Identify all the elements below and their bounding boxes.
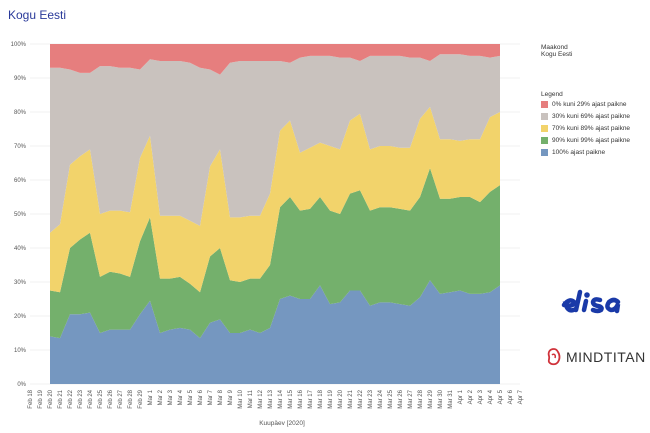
y-tick-label: 90%: [14, 76, 27, 82]
x-tick-label: Mar 23: [368, 389, 374, 408]
x-tick-label: Mar 1: [148, 389, 154, 405]
x-tick-label: Mar 24: [378, 389, 384, 408]
filter-panel[interactable]: Maakond Kogu Eesti: [541, 44, 572, 58]
x-tick-label: Apr 3: [478, 389, 484, 404]
x-tick-label: Mar 5: [188, 389, 194, 405]
y-tick-label: 30%: [14, 280, 27, 286]
x-tick-label: Mar 8: [218, 389, 224, 405]
x-axis-label: Kuupäev [2020]: [259, 420, 305, 427]
filter-header: Maakond: [541, 44, 568, 51]
x-tick-label: Mar 30: [438, 389, 444, 408]
x-tick-label: Apr 5: [498, 389, 504, 404]
legend-item[interactable]: 0% kuni 29% ajast paikne: [541, 98, 630, 110]
x-tick-label: Apr 7: [518, 389, 524, 404]
y-tick-label: 50%: [14, 212, 27, 218]
x-tick-label: Feb 19: [38, 389, 44, 408]
x-tick-label: Mar 10: [238, 389, 244, 408]
legend-swatch: [541, 112, 548, 120]
x-tick-label: Feb 18: [28, 389, 34, 408]
x-tick-label: Mar 11: [248, 389, 254, 408]
x-tick-label: Mar 22: [358, 389, 364, 408]
y-tick-label: 60%: [14, 178, 27, 184]
x-tick-label: Feb 28: [128, 389, 134, 408]
x-tick-label: Mar 25: [388, 389, 394, 408]
legend-swatch: [541, 148, 548, 156]
y-tick-label: 20%: [14, 314, 27, 320]
mindtitan-wordmark: MINDTITAN: [566, 349, 646, 365]
x-tick-label: Apr 4: [488, 389, 494, 404]
x-axis-ticks: Feb 18 Feb 19 Feb 20 Feb 21 Feb 22 Feb 23 Feb …: [28, 389, 524, 408]
x-tick-label: Mar 16: [298, 389, 304, 408]
legend-swatch: [541, 124, 548, 132]
x-tick-label: Feb 24: [88, 389, 94, 408]
page-title: Kogu Eesti: [8, 8, 67, 22]
y-tick-label: 10%: [14, 348, 27, 354]
series-area: [50, 280, 500, 384]
x-tick-label: Feb 25: [98, 389, 104, 408]
legend-item[interactable]: 100% ajast paikne: [541, 146, 630, 158]
elisa-logo: [560, 288, 622, 323]
x-tick-label: Mar 18: [318, 389, 324, 408]
y-tick-label: 80%: [14, 110, 27, 116]
x-tick-label: Mar 4: [178, 389, 184, 405]
x-tick-label: Apr 6: [508, 389, 514, 404]
x-tick-label: Feb 26: [108, 389, 114, 408]
legend-label: 30% kuni 69% ajast paikne: [552, 112, 631, 120]
legend-label: 0% kuni 29% ajast paikne: [552, 100, 627, 108]
mindtitan-icon: [547, 348, 561, 366]
x-tick-label: Mar 19: [328, 389, 334, 408]
x-tick-label: Mar 17: [308, 389, 314, 408]
x-tick-label: Mar 12: [258, 389, 264, 408]
x-tick-label: Apr 1: [458, 389, 464, 404]
y-tick-label: 100%: [11, 42, 27, 48]
x-tick-label: Mar 20: [338, 389, 344, 408]
series-area: [50, 106, 500, 293]
legend: Legend 0% kuni 29% ajast paikne 30% kuni …: [541, 91, 630, 158]
x-tick-label: Mar 9: [228, 389, 234, 405]
mindtitan-logo: MINDTITAN: [546, 347, 646, 367]
legend-title: Legend: [541, 91, 563, 98]
filter-value[interactable]: Kogu Eesti: [541, 51, 573, 58]
x-tick-label: Feb 29: [138, 389, 144, 408]
x-tick-label: Apr 2: [468, 389, 474, 404]
legend-label: 70% kuni 89% ajast paikne: [552, 124, 631, 132]
x-tick-label: Mar 28: [418, 389, 424, 408]
x-tick-label: Feb 20: [48, 389, 54, 408]
legend-item[interactable]: 30% kuni 69% ajast paikne: [541, 110, 630, 122]
x-tick-label: Mar 27: [408, 389, 414, 408]
y-tick-label: 0%: [17, 382, 26, 388]
x-tick-label: Mar 14: [278, 389, 284, 408]
y-tick-label: 40%: [14, 246, 27, 252]
series-area: [50, 44, 500, 75]
x-tick-label: Feb 23: [78, 389, 84, 408]
x-tick-label: Mar 29: [428, 389, 434, 408]
legend-swatch: [541, 136, 548, 144]
x-tick-label: Mar 6: [198, 389, 204, 405]
x-tick-label: Mar 26: [398, 389, 404, 408]
x-tick-label: Mar 15: [288, 389, 294, 408]
x-tick-label: Feb 21: [58, 389, 64, 408]
series-area: [50, 54, 500, 233]
legend-label: 100% ajast paikne: [552, 148, 606, 156]
x-tick-label: Feb 27: [118, 389, 124, 408]
x-tick-label: Feb 22: [68, 389, 74, 408]
legend-label: 90% kuni 99% ajast paikne: [552, 136, 631, 144]
x-tick-label: Mar 3: [168, 389, 174, 405]
x-tick-label: Mar 2: [158, 389, 164, 405]
y-axis-ticks: 0% 10% 20% 30% 40% 50% 60% 70% 80% 90% 100%: [11, 42, 27, 388]
legend-swatch: [541, 100, 548, 108]
x-tick-label: Mar 13: [268, 389, 274, 408]
chart-areas: [50, 44, 500, 384]
legend-item[interactable]: 70% kuni 89% ajast paikne: [541, 122, 630, 134]
series-area: [50, 168, 500, 339]
x-tick-label: Mar 31: [448, 389, 454, 408]
x-tick-label: Mar 21: [348, 389, 354, 408]
x-tick-label: Mar 7: [208, 389, 214, 405]
legend-item[interactable]: 90% kuni 99% ajast paikne: [541, 134, 630, 146]
y-tick-label: 70%: [14, 144, 27, 150]
